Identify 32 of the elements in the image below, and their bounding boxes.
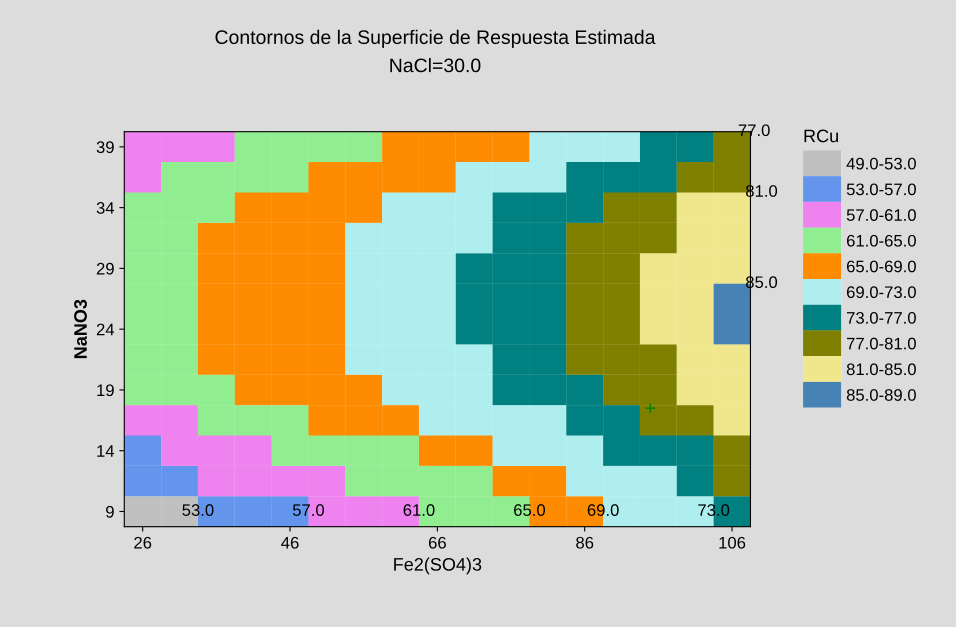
x-tick-label: 26: [134, 536, 152, 549]
y-tick-label: 34: [96, 202, 114, 214]
color-bar-label: 65.0-69.0: [846, 260, 916, 272]
chart-subtitle: NaCl=30.0: [390, 58, 480, 72]
annotation: 53.0: [182, 504, 214, 516]
y-tick-label: 19: [97, 384, 114, 396]
color-bar-label: 85.0-89.0: [846, 389, 916, 401]
color-bar-label: 57.0-61.0: [846, 209, 916, 221]
color-bar-label: 61.0-65.0: [846, 234, 916, 247]
color-bar-label: 53.0-57.0: [846, 183, 916, 196]
chart-title: Contornos de la Superficie de Respuesta Estimada: [215, 30, 656, 48]
color-bar-label: 69.0-73.0: [846, 286, 916, 298]
y-tick-label: 14: [97, 445, 114, 457]
y-tick-label: 29: [96, 262, 114, 275]
color-bar-label: 77.0-81.0: [846, 338, 916, 350]
annotation: 65.0: [514, 504, 546, 516]
x-tick-label: 106: [719, 536, 746, 549]
y-axis-title: NaNO3: [74, 300, 87, 358]
y-tick-label: 9: [106, 506, 114, 518]
annotation: 61.0: [404, 504, 435, 516]
color-bar-label: 73.0-77.0: [846, 312, 916, 324]
color-bar-label: 49.0-53.0: [846, 158, 916, 170]
color-bar-label: 81.0-85.0: [846, 363, 916, 376]
x-tick-label: 66: [428, 536, 446, 549]
annotation: 57.0: [292, 504, 324, 516]
y-tick-label: 39: [96, 141, 114, 154]
y-tick-label: 24: [96, 324, 114, 336]
annotation: 77.0: [738, 124, 770, 136]
x-tick-label: 86: [576, 536, 594, 549]
x-tick-label: 46: [281, 536, 299, 549]
color-bar-title: RCu: [804, 130, 838, 142]
x-axis-title: Fe2(SO4)3: [394, 557, 482, 574]
